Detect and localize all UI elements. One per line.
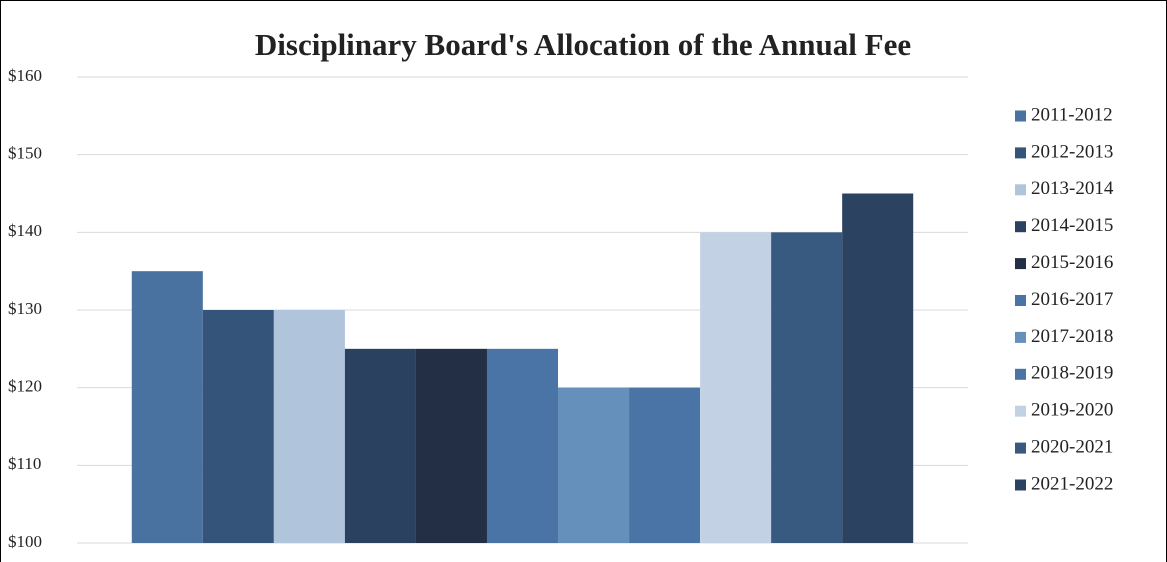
legend-swatch (1015, 295, 1026, 306)
y-tick-label: $130 (8, 299, 42, 318)
bar (415, 348, 487, 543)
legend-swatch (1015, 479, 1026, 491)
bar (771, 232, 843, 544)
legend-swatch (1015, 110, 1026, 122)
legend-label: 2019-2020 (1031, 400, 1113, 421)
bar (842, 193, 914, 543)
legend-swatch (1015, 184, 1026, 196)
bar (629, 387, 701, 543)
bar (202, 310, 274, 543)
legend-label: 2015-2016 (1031, 252, 1113, 273)
legend-label: 2017-2018 (1031, 326, 1113, 347)
bar (700, 232, 772, 544)
y-tick-label: $120 (8, 377, 42, 396)
bar (273, 310, 345, 543)
legend-swatch (1015, 442, 1026, 454)
legend-swatch (1015, 405, 1026, 417)
legend-label: 2016-2017 (1031, 289, 1113, 310)
y-tick-label: $110 (8, 454, 41, 473)
bar (131, 271, 203, 543)
legend-swatch (1015, 147, 1026, 159)
legend-label: 2018-2019 (1031, 363, 1113, 384)
legend-swatch (1015, 368, 1026, 380)
legend-label: 2013-2014 (1031, 178, 1114, 199)
chart-title: Disciplinary Board's Allocation of the A… (255, 27, 911, 62)
legend-label: 2021-2022 (1031, 473, 1113, 494)
bar (486, 348, 559, 543)
legend-label: 2014-2015 (1031, 215, 1113, 236)
legend-swatch (1015, 221, 1026, 233)
legend-label: 2012-2013 (1031, 141, 1113, 162)
y-tick-label: $150 (8, 144, 42, 163)
y-tick-label: $160 (8, 66, 42, 85)
legend-swatch (1015, 331, 1026, 343)
y-tick-label: $140 (8, 221, 42, 240)
y-tick-label: $100 (8, 532, 42, 551)
bar (344, 348, 416, 543)
legend-label: 2011-2012 (1031, 104, 1113, 125)
legend-swatch (1015, 258, 1026, 270)
legend-label: 2020-2021 (1031, 436, 1113, 457)
bar (558, 387, 630, 543)
